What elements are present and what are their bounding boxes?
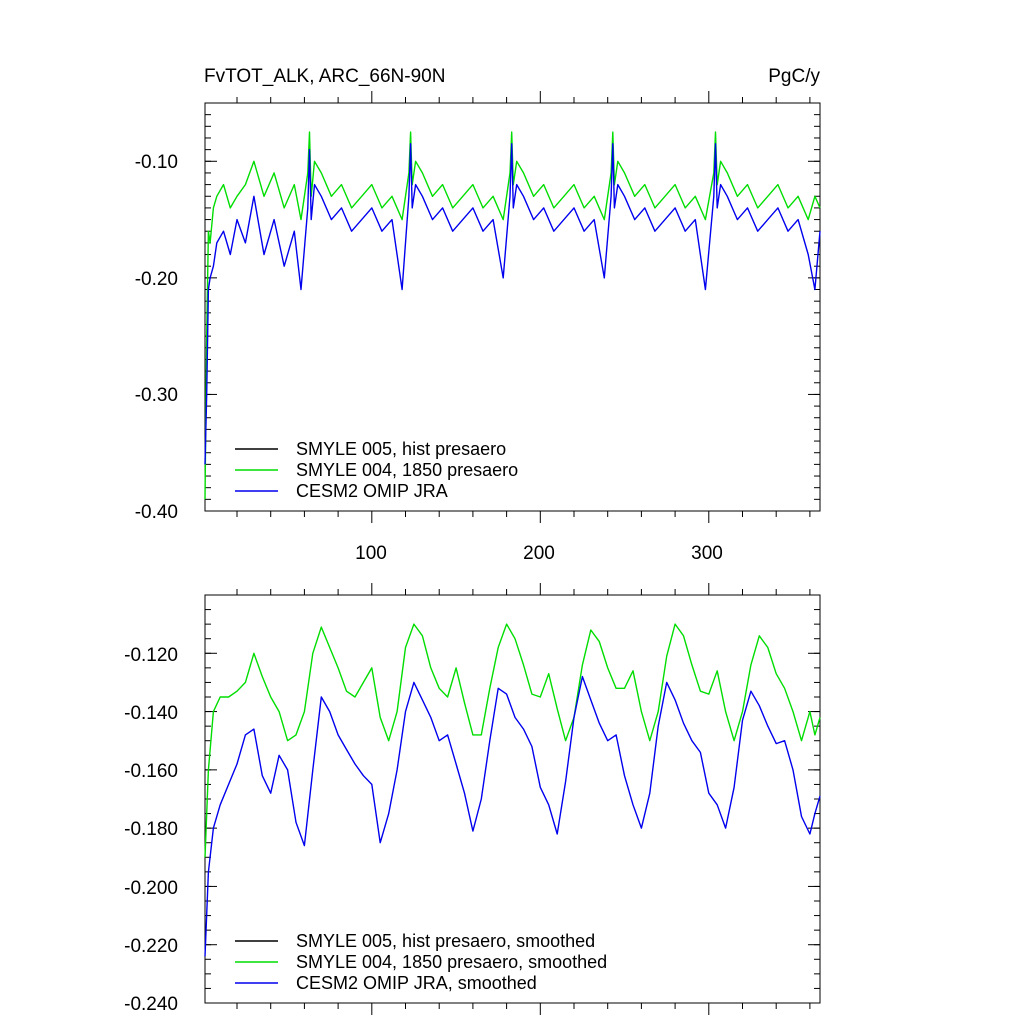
bottom-y-axis-labels: -0.240 -0.220 -0.200 -0.180 -0.160 -0.14… [124,645,178,1015]
y-tick-label: -0.120 [124,645,178,666]
top-plot-frame [204,102,821,512]
y-tick-label: -0.200 [124,878,178,899]
top-y-axis-labels: -0.40 -0.30 -0.20 -0.10 [135,152,178,523]
legend-label-cesm2-smoothed: CESM2 OMIP JRA, smoothed [296,973,537,993]
y-tick-label: -0.140 [124,703,178,724]
top-plot-ticks [205,91,820,523]
series-line-smyle-004-1850-presaero-smoothed [204,623,821,858]
chart-title: FvTOT_ALK, ARC_66N-90N [204,66,445,87]
top-legend: SMYLE 005, hist presaero SMYLE 004, 1850… [235,439,518,501]
legend-label-smyle-004-smoothed: SMYLE 004, 1850 presaero, smoothed [296,952,607,972]
x-tick-label: 100 [355,543,387,564]
legend-label-smyle-004: SMYLE 004, 1850 presaero [296,460,518,480]
y-tick-label: -0.40 [135,502,178,523]
bottom-legend: SMYLE 005, hist presaero, smoothed SMYLE… [235,931,607,993]
bottom-plot-ticks [205,583,820,1015]
y-tick-label: -0.30 [135,385,178,406]
y-tick-label: -0.220 [124,936,178,957]
y-tick-label: -0.180 [124,819,178,840]
y-tick-label: -0.160 [124,761,178,782]
legend-label-smyle-005-smoothed: SMYLE 005, hist presaero, smoothed [296,931,595,951]
series-line-cesm2-omip-jra-smoothed [204,675,821,957]
y-tick-label: -0.10 [135,152,178,173]
y-tick-label: -0.20 [135,269,178,290]
y-tick-label: -0.240 [124,994,178,1015]
bottom-plot-series [204,623,821,957]
legend-label-cesm2: CESM2 OMIP JRA [296,481,448,501]
x-tick-label: 300 [691,543,723,564]
top-x-axis-labels: 100 200 300 [355,543,723,564]
chart-units: PgC/y [768,66,820,87]
series-line-cesm2-omip-jra [204,143,821,465]
legend-label-smyle-005: SMYLE 005, hist presaero [296,439,506,459]
top-plot-series [204,131,821,500]
x-tick-label: 200 [523,543,555,564]
